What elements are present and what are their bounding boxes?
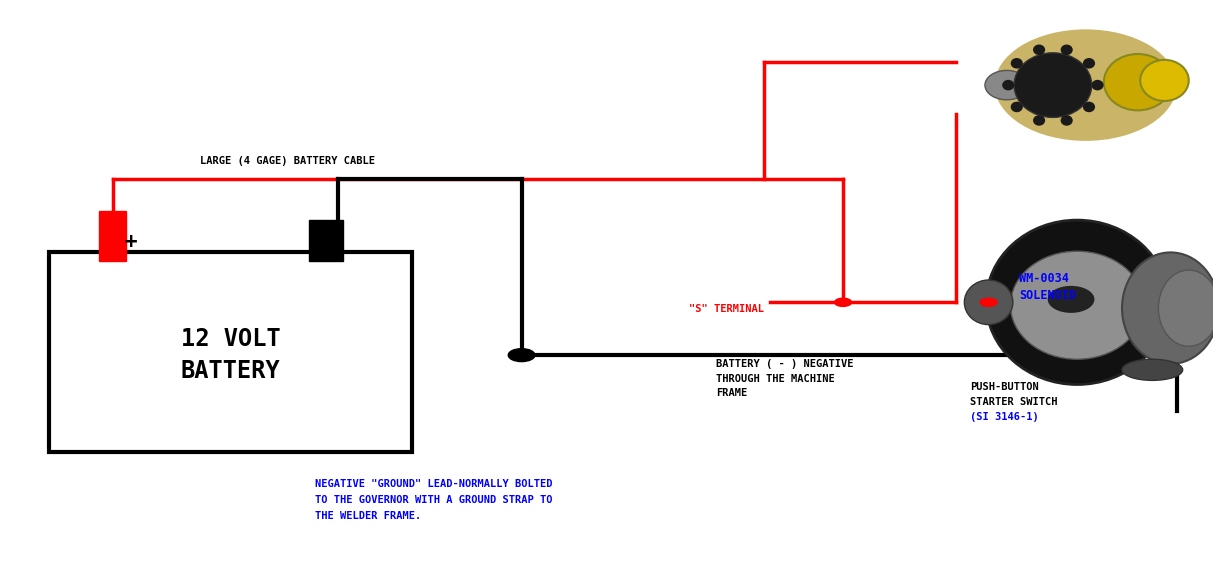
Ellipse shape xyxy=(995,29,1177,141)
Ellipse shape xyxy=(1033,115,1046,126)
Text: (SI 3146-1): (SI 3146-1) xyxy=(970,411,1040,422)
Ellipse shape xyxy=(1104,54,1172,110)
Bar xyxy=(49,252,412,452)
Circle shape xyxy=(980,298,997,306)
Ellipse shape xyxy=(1083,102,1095,112)
Ellipse shape xyxy=(1060,45,1072,55)
Ellipse shape xyxy=(1033,45,1046,55)
Ellipse shape xyxy=(986,220,1168,384)
Text: THROUGH THE MACHINE: THROUGH THE MACHINE xyxy=(716,373,835,384)
Ellipse shape xyxy=(1048,286,1094,313)
Ellipse shape xyxy=(1002,80,1014,90)
Ellipse shape xyxy=(1122,252,1213,364)
Text: PUSH-BUTTON: PUSH-BUTTON xyxy=(970,382,1040,393)
Ellipse shape xyxy=(1014,53,1092,117)
Ellipse shape xyxy=(1060,115,1072,126)
Ellipse shape xyxy=(1010,102,1023,112)
Ellipse shape xyxy=(964,280,1013,325)
Text: -: - xyxy=(321,231,334,251)
Text: 12 VOLT
BATTERY: 12 VOLT BATTERY xyxy=(181,328,280,383)
Text: SOLENOID: SOLENOID xyxy=(1019,289,1076,302)
Ellipse shape xyxy=(1010,58,1023,69)
Circle shape xyxy=(508,349,535,362)
Circle shape xyxy=(835,298,852,306)
Ellipse shape xyxy=(1010,251,1144,359)
Ellipse shape xyxy=(985,70,1029,100)
Ellipse shape xyxy=(1140,60,1189,101)
Ellipse shape xyxy=(1122,359,1183,380)
Text: THE WELDER FRAME.: THE WELDER FRAME. xyxy=(315,511,422,521)
Text: TO THE GOVERNOR WITH A GROUND STRAP TO: TO THE GOVERNOR WITH A GROUND STRAP TO xyxy=(315,495,553,505)
Ellipse shape xyxy=(1158,270,1213,346)
Text: +: + xyxy=(125,232,137,252)
Bar xyxy=(99,211,126,261)
Ellipse shape xyxy=(1083,58,1095,69)
Bar xyxy=(309,220,343,261)
Text: NEGATIVE "GROUND" LEAD-NORMALLY BOLTED: NEGATIVE "GROUND" LEAD-NORMALLY BOLTED xyxy=(315,479,553,490)
Text: STARTER SWITCH: STARTER SWITCH xyxy=(970,397,1058,407)
Text: BATTERY ( - ) NEGATIVE: BATTERY ( - ) NEGATIVE xyxy=(716,359,853,369)
Text: WM-0034: WM-0034 xyxy=(1019,272,1069,285)
Text: FRAME: FRAME xyxy=(716,388,747,399)
Text: "S" TERMINAL: "S" TERMINAL xyxy=(689,304,764,315)
Ellipse shape xyxy=(1092,80,1104,90)
Text: LARGE (4 GAGE) BATTERY CABLE: LARGE (4 GAGE) BATTERY CABLE xyxy=(200,156,375,166)
